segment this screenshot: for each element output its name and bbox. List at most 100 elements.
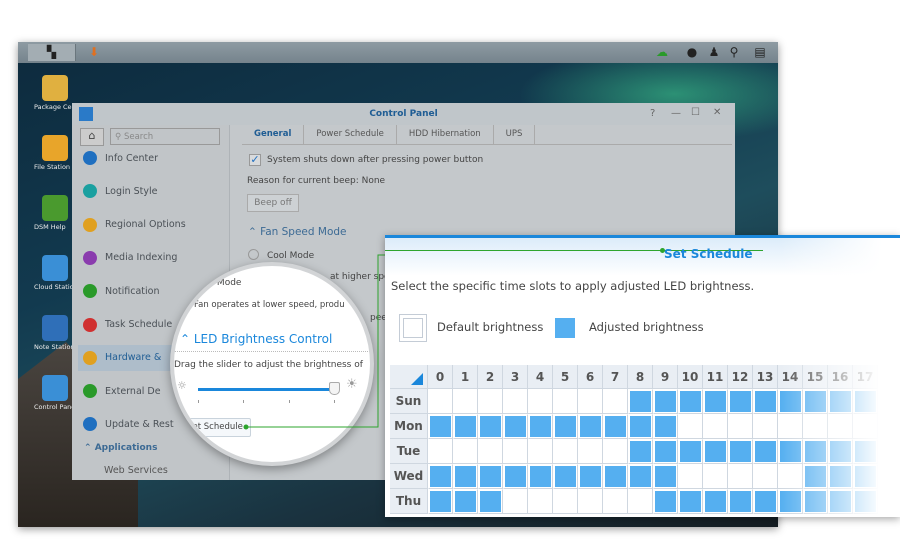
time-slot[interactable] (528, 464, 553, 489)
desktop-icon[interactable]: Control Panel (34, 375, 77, 411)
time-slot[interactable] (553, 389, 578, 414)
hour-header[interactable]: 13 (753, 365, 778, 389)
search-input[interactable]: ⚲ Search (110, 128, 220, 145)
time-slot[interactable] (503, 489, 528, 514)
time-slot[interactable] (653, 414, 678, 439)
help-button[interactable]: ? (650, 108, 656, 119)
desktop-icon[interactable]: Cloud Station (34, 255, 78, 291)
time-slot[interactable] (553, 439, 578, 464)
time-slot[interactable] (628, 389, 653, 414)
hour-header[interactable]: 6 (578, 365, 603, 389)
cloud-sync-icon[interactable]: ☁ (656, 45, 668, 59)
main-menu-icon[interactable]: ▚ (28, 44, 76, 61)
time-slot[interactable] (678, 414, 703, 439)
hour-header[interactable]: 3 (503, 365, 528, 389)
hour-header[interactable]: 17 (853, 365, 878, 389)
hour-header[interactable]: 8 (628, 365, 653, 389)
time-slot[interactable] (428, 464, 453, 489)
select-all-corner[interactable] (390, 365, 428, 389)
hour-header[interactable]: 5 (553, 365, 578, 389)
hour-header[interactable]: 12 (728, 365, 753, 389)
sidebar-item[interactable]: Update & Rest (78, 411, 226, 437)
time-slot[interactable] (503, 464, 528, 489)
day-label[interactable]: Wed (390, 464, 428, 489)
cool-mode-radio[interactable] (248, 249, 259, 260)
time-slot[interactable] (728, 464, 753, 489)
hour-header[interactable]: 4 (528, 365, 553, 389)
time-slot[interactable] (628, 464, 653, 489)
time-slot[interactable] (803, 414, 828, 439)
time-slot[interactable] (453, 389, 478, 414)
time-slot[interactable] (853, 389, 878, 414)
sidebar-item[interactable]: Login Style (78, 178, 226, 204)
time-slot[interactable] (778, 414, 803, 439)
time-slot[interactable] (778, 464, 803, 489)
time-slot[interactable] (453, 414, 478, 439)
time-slot[interactable] (478, 389, 503, 414)
time-slot[interactable] (803, 439, 828, 464)
time-slot[interactable] (828, 389, 853, 414)
time-slot[interactable] (428, 414, 453, 439)
time-slot[interactable] (753, 414, 778, 439)
time-slot[interactable] (853, 439, 878, 464)
time-slot[interactable] (853, 489, 878, 514)
time-slot[interactable] (528, 489, 553, 514)
sidebar-item[interactable]: Notification (78, 278, 226, 304)
time-slot[interactable] (528, 414, 553, 439)
time-slot[interactable] (653, 439, 678, 464)
time-slot[interactable] (753, 464, 778, 489)
time-slot[interactable] (653, 464, 678, 489)
desktop-icon[interactable]: Note Station (34, 315, 75, 351)
time-slot[interactable] (753, 489, 778, 514)
maximize-button[interactable]: ☐ (691, 107, 700, 118)
time-slot[interactable] (703, 489, 728, 514)
time-slot[interactable] (453, 489, 478, 514)
time-slot[interactable] (753, 389, 778, 414)
time-slot[interactable] (478, 489, 503, 514)
time-slot[interactable] (578, 389, 603, 414)
sidebar-item[interactable]: Regional Options (78, 212, 226, 238)
sidebar-item-web-services[interactable]: Web Services (104, 465, 168, 476)
time-slot[interactable] (553, 489, 578, 514)
time-slot[interactable] (503, 439, 528, 464)
hour-header[interactable]: 1 (453, 365, 478, 389)
time-slot[interactable] (703, 439, 728, 464)
time-slot[interactable] (853, 464, 878, 489)
time-slot[interactable] (453, 439, 478, 464)
time-slot[interactable] (728, 389, 753, 414)
time-slot[interactable] (478, 414, 503, 439)
time-slot[interactable] (453, 464, 478, 489)
time-slot[interactable] (503, 389, 528, 414)
time-slot[interactable] (603, 489, 628, 514)
time-slot[interactable] (653, 489, 678, 514)
tab[interactable]: UPS (494, 125, 536, 144)
time-slot[interactable] (778, 439, 803, 464)
hour-header[interactable]: 9 (653, 365, 678, 389)
desktop-icon[interactable]: Package Center (34, 75, 85, 111)
applications-header[interactable]: ⌃ Applications (84, 443, 158, 453)
time-slot[interactable] (678, 464, 703, 489)
time-slot[interactable] (528, 439, 553, 464)
tab[interactable]: Power Schedule (304, 125, 397, 144)
time-slot[interactable] (703, 414, 728, 439)
beep-off-button[interactable]: Beep off (247, 194, 299, 212)
day-label[interactable]: Sun (390, 389, 428, 414)
download-station-icon[interactable]: ⬇ (88, 45, 100, 59)
time-slot[interactable] (528, 389, 553, 414)
time-slot[interactable] (778, 389, 803, 414)
minimize-button[interactable]: — (671, 108, 681, 119)
time-slot[interactable] (603, 439, 628, 464)
time-slot[interactable] (603, 464, 628, 489)
notification-icon[interactable]: ● (686, 45, 698, 59)
time-slot[interactable] (503, 414, 528, 439)
hour-header[interactable]: 14 (778, 365, 803, 389)
fan-speed-header[interactable]: ⌃ Fan Speed Mode (248, 226, 347, 238)
desktop-icon[interactable]: DSM Help (34, 195, 70, 231)
time-slot[interactable] (553, 464, 578, 489)
time-slot[interactable] (678, 439, 703, 464)
time-slot[interactable] (803, 389, 828, 414)
time-slot[interactable] (603, 414, 628, 439)
time-slot[interactable] (578, 439, 603, 464)
search-icon[interactable]: ⚲ (729, 45, 739, 59)
time-slot[interactable] (628, 489, 653, 514)
